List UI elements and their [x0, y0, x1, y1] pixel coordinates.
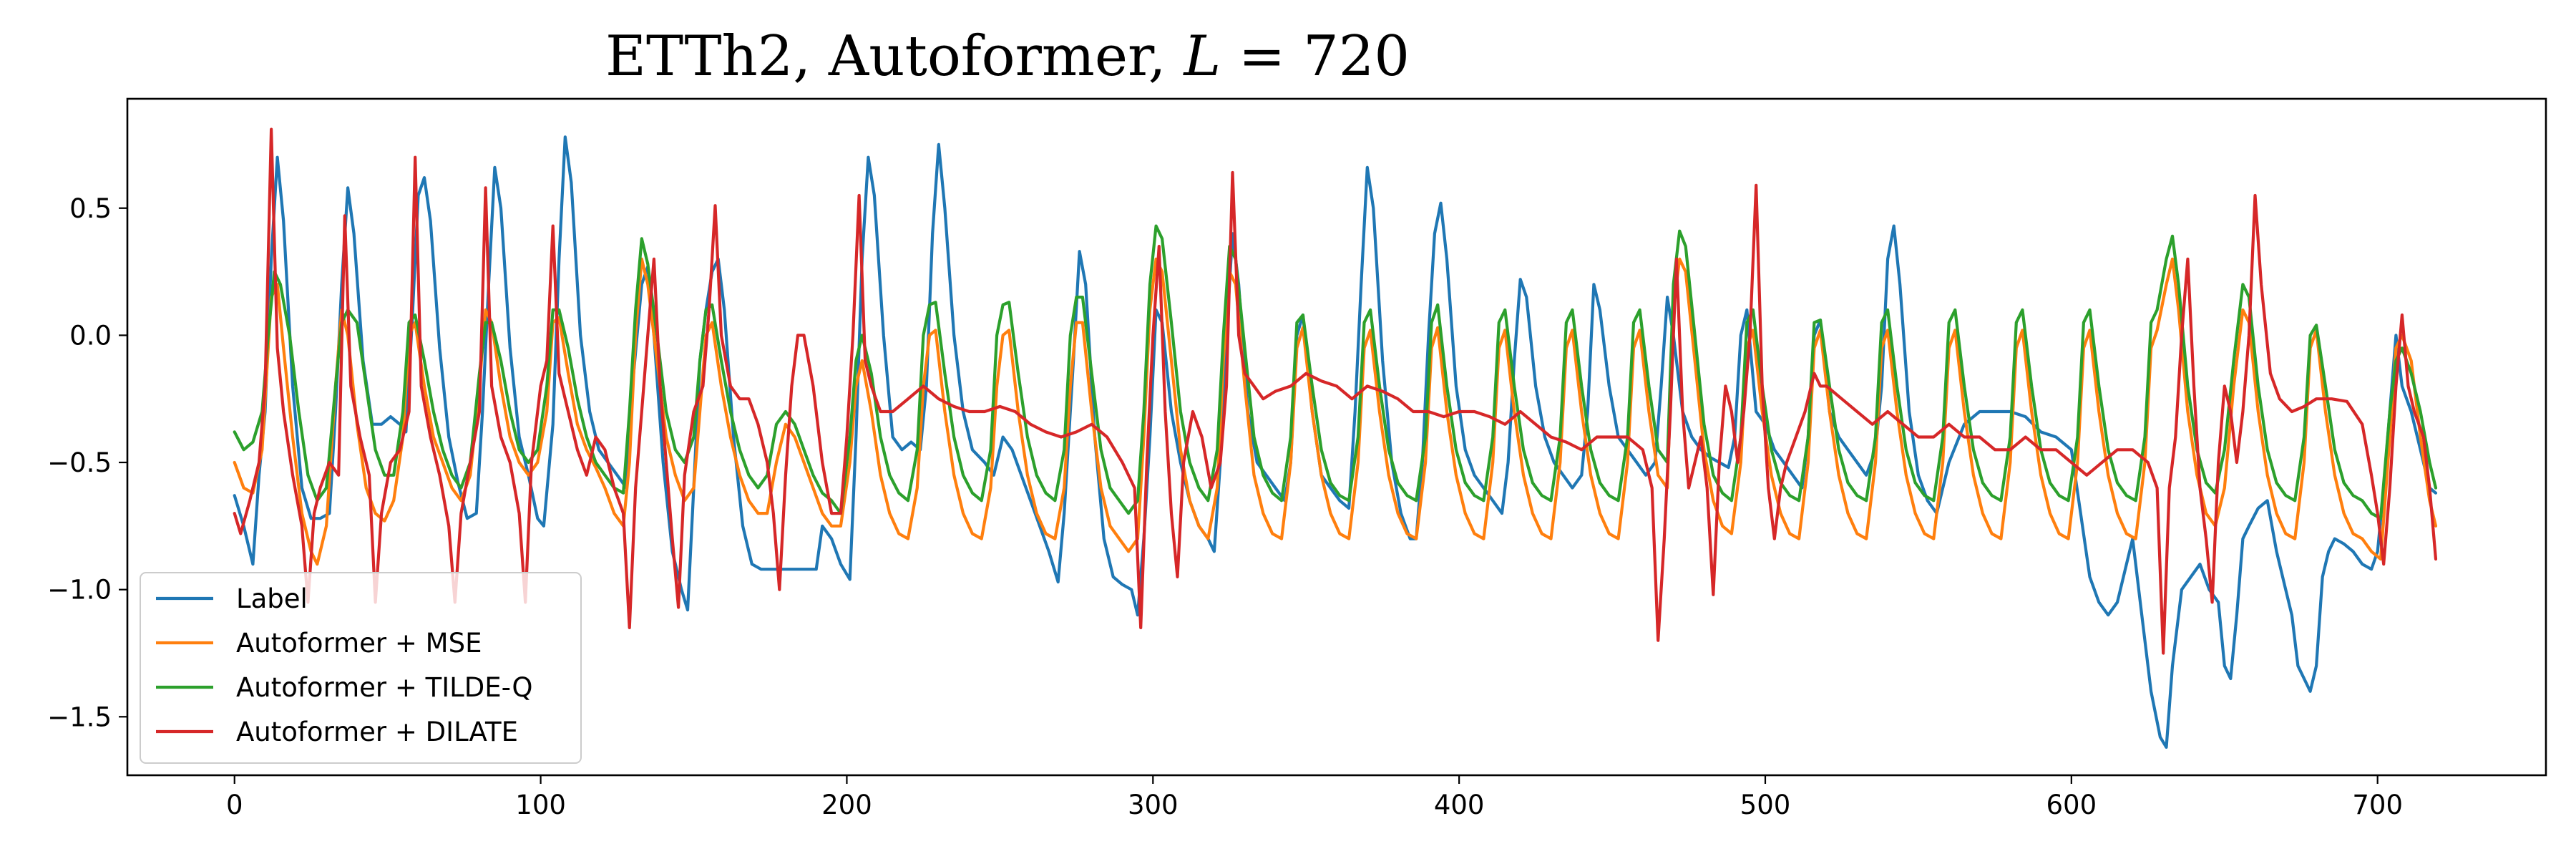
legend-label: Autoformer + MSE [236, 628, 482, 659]
legend-label: Autoformer + DILATE [236, 717, 518, 747]
x-tick-label: 300 [1128, 790, 1179, 820]
series-layer [233, 127, 2438, 749]
chart-title: ETTh2, Autoformer, L = 720 [605, 24, 1410, 89]
legend-label: Label [236, 583, 308, 614]
legend-label: Autoformer + TILDE-Q [236, 672, 533, 703]
series-line-4 [233, 127, 2438, 655]
x-tick-label: 100 [515, 790, 566, 820]
y-tick-label: −1.0 [47, 575, 112, 606]
x-tick-label: 500 [1740, 790, 1791, 820]
y-tick-label: 0.5 [69, 193, 112, 224]
x-tick-label: 700 [2352, 790, 2403, 820]
legend-box [140, 572, 582, 764]
x-tick-label: 200 [821, 790, 872, 820]
y-tick-label: −1.5 [47, 702, 112, 732]
legend: Label Autoformer + MSE Autoformer + TILDE-… [140, 572, 582, 764]
series-line-1 [233, 135, 2438, 749]
series-line-2 [233, 257, 2438, 566]
x-tick-label: 600 [2046, 790, 2097, 820]
y-tick-label: −0.5 [47, 447, 112, 478]
x-tick-label: 400 [1434, 790, 1485, 820]
y-axis: −1.5 −1.0 −0.5 0.0 0.5 [47, 193, 127, 732]
x-tick-label: 0 [226, 790, 243, 820]
series-line-3 [233, 224, 2438, 520]
y-tick-label: 0.0 [69, 320, 112, 351]
x-axis: 0 100 200 300 400 500 600 700 [226, 775, 2403, 820]
plot-frame [126, 97, 2547, 777]
